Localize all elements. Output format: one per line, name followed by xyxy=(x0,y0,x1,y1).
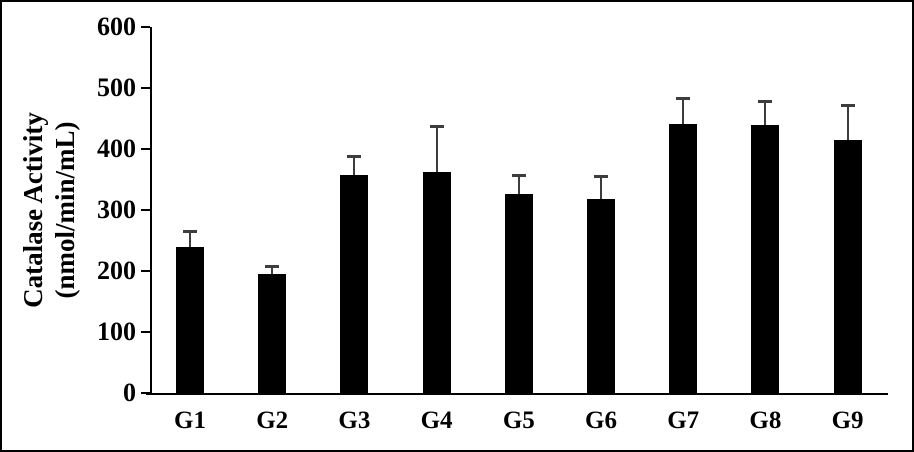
x-tick-label: G4 xyxy=(420,407,453,434)
error-bar-whisker xyxy=(846,105,849,144)
bar xyxy=(340,175,369,393)
bar xyxy=(422,171,451,393)
error-bar-cap xyxy=(840,104,855,108)
error-bar-cap xyxy=(511,174,526,178)
error-bar-cap xyxy=(676,97,691,101)
y-tick-label: 100 xyxy=(97,317,136,346)
y-tick-label: 600 xyxy=(97,12,136,41)
y-axis-line xyxy=(150,27,152,395)
error-bar-whisker xyxy=(764,100,767,130)
error-bar-whisker xyxy=(435,126,438,176)
x-axis-line xyxy=(146,393,888,395)
y-tick-label: 300 xyxy=(97,195,136,224)
error-bar-whisker xyxy=(189,231,191,251)
x-tick-label: G7 xyxy=(667,407,700,434)
x-tick-label: G1 xyxy=(174,407,206,434)
y-tick-label: 0 xyxy=(123,378,136,407)
bar xyxy=(504,193,533,393)
y-tick-mark xyxy=(141,209,150,211)
error-bar-cap xyxy=(183,230,197,234)
bar xyxy=(669,123,698,393)
x-tick-label: G9 xyxy=(831,407,864,434)
x-tick-label: G3 xyxy=(338,407,371,434)
error-bar-whisker xyxy=(600,175,602,203)
error-bar-cap xyxy=(758,99,773,103)
error-bar-whisker xyxy=(682,98,685,128)
y-tick-mark xyxy=(141,87,150,89)
bar xyxy=(176,246,204,393)
error-bar-cap xyxy=(594,174,608,178)
error-bar-whisker xyxy=(517,175,520,198)
y-tick-mark xyxy=(141,148,150,150)
x-tick-label: G2 xyxy=(256,407,289,434)
error-bar-cap xyxy=(429,125,444,129)
y-tick-label: 200 xyxy=(97,256,136,285)
y-tick-mark xyxy=(141,270,150,272)
x-tick-label: G5 xyxy=(502,407,535,434)
bar xyxy=(587,199,615,393)
y-tick-label: 400 xyxy=(97,134,136,163)
y-tick-label: 500 xyxy=(97,73,136,102)
bar xyxy=(833,139,862,393)
bar xyxy=(751,125,780,393)
error-bar-whisker xyxy=(353,155,356,180)
x-tick-label: G6 xyxy=(585,407,617,434)
error-bar-cap xyxy=(347,154,362,158)
bar xyxy=(258,274,287,393)
error-bar-cap xyxy=(265,265,280,269)
y-tick-mark xyxy=(141,392,150,394)
x-tick-label: G8 xyxy=(749,407,782,434)
y-tick-mark xyxy=(141,26,150,28)
y-tick-mark xyxy=(141,331,150,333)
error-bar-whisker xyxy=(271,266,274,279)
